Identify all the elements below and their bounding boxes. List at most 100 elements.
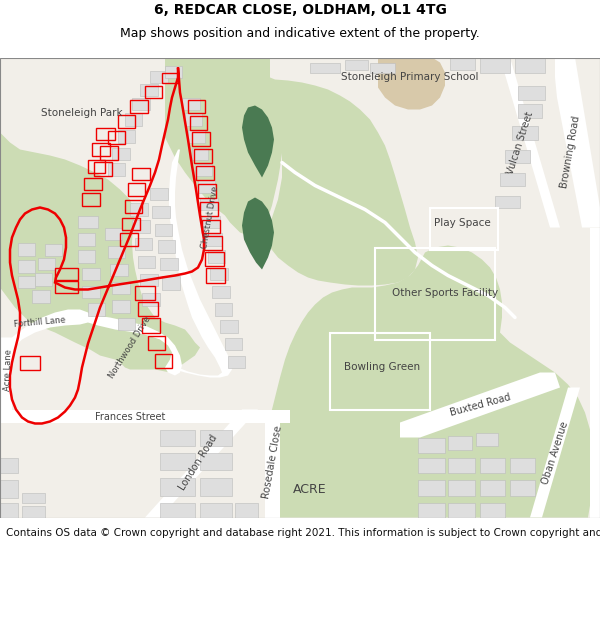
Text: Map shows position and indicative extent of the property.: Map shows position and indicative extent… [120,28,480,40]
Polygon shape [0,409,290,422]
Polygon shape [145,409,258,518]
Polygon shape [480,458,505,472]
Polygon shape [242,198,274,269]
Polygon shape [135,238,152,249]
Polygon shape [112,281,130,294]
Polygon shape [448,503,475,518]
Polygon shape [152,206,170,217]
Polygon shape [345,59,368,69]
Polygon shape [108,162,125,176]
Text: Acre Lane: Acre Lane [3,348,13,391]
Polygon shape [150,71,168,82]
Text: Other Sports Facility: Other Sports Facility [392,288,498,298]
Polygon shape [125,112,142,126]
Polygon shape [448,458,475,472]
Polygon shape [162,276,180,289]
Text: Rosedale Close: Rosedale Close [260,425,283,500]
Polygon shape [200,429,232,446]
Polygon shape [112,299,130,312]
Polygon shape [195,164,212,176]
Polygon shape [130,202,148,216]
Polygon shape [205,232,222,246]
Polygon shape [0,58,600,518]
Polygon shape [518,104,542,118]
Text: Vulcan Street: Vulcan Street [505,110,535,175]
Polygon shape [590,228,600,518]
Polygon shape [200,478,232,496]
Polygon shape [215,302,232,316]
Text: Oban Avenue: Oban Avenue [540,420,570,485]
Polygon shape [235,503,258,518]
Text: ACRE: ACRE [293,483,327,496]
Polygon shape [18,276,35,288]
Polygon shape [22,492,45,502]
Polygon shape [160,478,195,496]
Polygon shape [480,503,505,518]
Polygon shape [169,149,232,378]
Polygon shape [418,479,445,496]
Text: London Road: London Road [177,433,219,492]
Polygon shape [310,62,340,72]
Polygon shape [0,503,18,518]
Polygon shape [210,268,228,279]
Polygon shape [0,479,18,498]
Polygon shape [88,316,182,376]
Polygon shape [515,58,545,72]
Polygon shape [82,286,100,298]
Text: Frances Street: Frances Street [95,412,165,422]
Polygon shape [188,129,205,142]
Text: Stoneleigh Primary School: Stoneleigh Primary School [341,72,479,82]
Polygon shape [132,219,150,232]
Polygon shape [265,58,418,286]
Polygon shape [160,429,195,446]
Polygon shape [82,268,100,279]
Text: Chestnut Drive: Chestnut Drive [200,186,220,249]
Polygon shape [400,372,560,438]
Polygon shape [132,98,150,109]
Polygon shape [480,58,510,72]
Polygon shape [200,198,218,209]
Polygon shape [555,58,600,228]
Polygon shape [110,264,128,276]
Polygon shape [118,318,135,329]
Polygon shape [450,58,475,69]
Polygon shape [160,258,178,269]
Text: Stoneleigh Park: Stoneleigh Park [41,107,123,118]
Polygon shape [480,479,505,496]
Polygon shape [150,188,168,199]
Polygon shape [160,452,195,469]
Text: Buxted Road: Buxted Road [449,392,511,418]
Polygon shape [0,458,18,472]
Text: Play Space: Play Space [434,217,490,227]
Polygon shape [108,246,125,258]
Polygon shape [140,84,158,96]
Polygon shape [228,356,245,367]
Polygon shape [200,452,232,469]
Polygon shape [112,148,130,159]
Polygon shape [192,148,208,159]
Polygon shape [142,292,160,306]
Polygon shape [182,98,200,109]
Polygon shape [505,149,530,162]
Polygon shape [500,58,560,228]
Polygon shape [88,302,105,316]
Polygon shape [105,228,122,239]
Polygon shape [0,58,200,372]
Polygon shape [476,432,498,446]
Polygon shape [418,438,445,452]
Text: Bowling Green: Bowling Green [344,362,420,372]
Polygon shape [448,479,475,496]
Polygon shape [510,479,535,496]
Polygon shape [78,216,98,227]
Polygon shape [530,388,580,518]
Polygon shape [155,224,172,236]
Polygon shape [512,126,538,139]
Polygon shape [160,503,195,518]
Polygon shape [158,239,175,252]
Polygon shape [418,503,445,518]
Polygon shape [165,66,182,78]
Polygon shape [265,409,280,518]
Polygon shape [140,274,158,286]
Polygon shape [270,246,594,518]
Polygon shape [165,58,282,236]
